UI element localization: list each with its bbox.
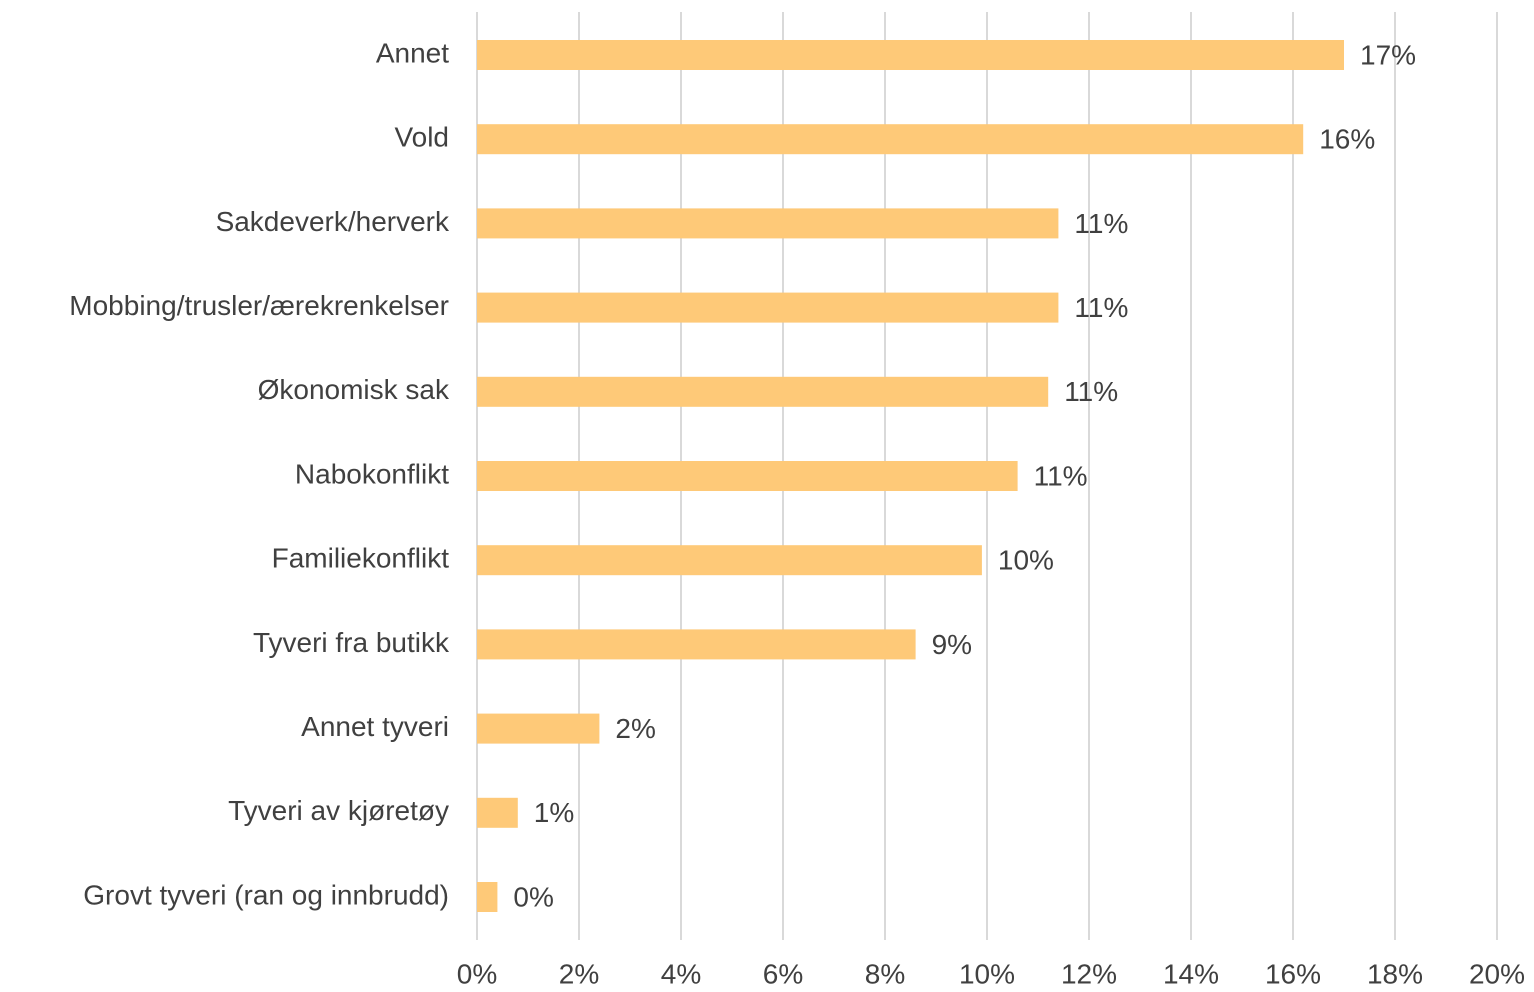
y-tick-label: Annet tyveri [301,711,449,742]
data-label: 11% [1034,460,1088,491]
bar [477,713,600,744]
y-tick-label: Annet [376,37,449,68]
bar [477,629,916,660]
x-tick-label: 20% [1469,958,1525,989]
bar [477,797,518,828]
x-tick-label: 2% [559,958,599,989]
data-label: 2% [615,713,655,744]
y-tick-label: Tyveri fra butikk [253,627,450,658]
x-tick-label: 10% [959,958,1015,989]
data-label: 11% [1074,292,1128,323]
data-label: 9% [932,629,972,660]
bar [477,208,1059,239]
bar [477,882,498,912]
bar [477,545,982,576]
data-label: 1% [534,797,574,828]
data-label: 11% [1064,376,1118,407]
y-tick-label: Sakdeverk/herverk [216,206,450,237]
y-tick-label: Vold [395,122,450,153]
y-tick-label: Tyveri av kjøretøy [228,795,449,826]
data-label: 17% [1360,39,1416,70]
x-tick-label: 16% [1265,958,1321,989]
data-label: 10% [998,545,1054,576]
x-tick-label: 6% [763,958,803,989]
x-tick-label: 8% [865,958,905,989]
data-label: 11% [1074,208,1128,239]
x-tick-label: 4% [661,958,701,989]
bar [477,292,1059,323]
bar [477,124,1304,155]
x-tick-label: 12% [1061,958,1117,989]
x-tick-label: 18% [1367,958,1423,989]
y-tick-label: Mobbing/trusler/ærekrenkelser [69,290,449,321]
y-tick-label: Familiekonflikt [272,543,450,574]
bar [477,376,1049,407]
y-tick-label: Grovt tyveri (ran og innbrudd) [83,879,449,910]
y-tick-label: Nabokonflikt [295,458,449,489]
data-label: 16% [1319,124,1375,155]
x-tick-label: 14% [1163,958,1219,989]
bar [477,461,1018,491]
bar [477,40,1344,70]
x-tick-label: 0% [457,958,497,989]
y-tick-label: Økonomisk sak [258,374,450,405]
data-label: 0% [513,881,553,912]
